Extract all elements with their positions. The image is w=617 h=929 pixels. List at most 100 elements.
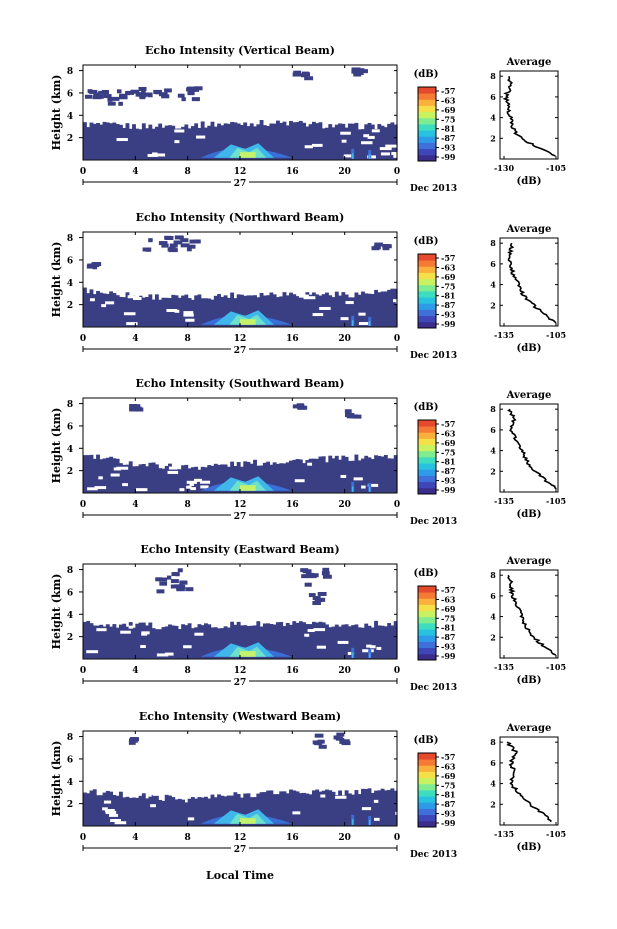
echo-patch xyxy=(164,235,172,240)
colorbar-swatch xyxy=(418,291,436,298)
echo-patch xyxy=(312,601,321,606)
echo-patch xyxy=(352,414,362,419)
echo-column xyxy=(334,291,339,327)
avg-x-tick-label: -105 xyxy=(546,829,566,839)
echo-column xyxy=(285,622,290,659)
echo-column xyxy=(292,122,297,160)
echo-column xyxy=(210,794,215,826)
echo-gap xyxy=(101,304,107,308)
day-label: 27 xyxy=(234,179,247,189)
echo-column xyxy=(298,793,303,826)
avg-y-tick-label: 8 xyxy=(490,238,496,248)
colorbar-swatch xyxy=(418,653,436,661)
echo-patch xyxy=(304,76,314,81)
echo-column xyxy=(207,624,212,659)
echo-column xyxy=(122,464,127,493)
echo-gap xyxy=(367,483,379,487)
echo-patch xyxy=(158,92,168,97)
echo-gap xyxy=(113,467,121,471)
x-tick-label: 12 xyxy=(234,334,247,344)
echo-column xyxy=(334,795,339,826)
echo-gap xyxy=(123,312,136,316)
echo-gap xyxy=(316,645,326,649)
x-tick-label: 0 xyxy=(80,167,86,177)
echo-column xyxy=(194,295,199,327)
echo-column xyxy=(86,455,91,493)
echo-column xyxy=(226,795,231,826)
month-label: Dec 2013 xyxy=(410,517,457,527)
colorbar-swatch xyxy=(418,802,436,809)
echo-column xyxy=(213,463,218,493)
echo-gap xyxy=(164,652,174,656)
echo-spike xyxy=(351,486,354,492)
colorbar-frame xyxy=(417,253,437,329)
echo-patch xyxy=(154,90,160,95)
avg-title: Average xyxy=(506,556,552,567)
avg-y-tick-label: 6 xyxy=(490,259,496,269)
echo-column xyxy=(334,124,339,160)
echo-column xyxy=(213,627,218,659)
echo-column xyxy=(325,789,329,826)
echo-column xyxy=(249,797,254,826)
echo-column xyxy=(210,121,215,160)
colorbar-swatch xyxy=(418,124,436,131)
avg-x-label: (dB) xyxy=(517,675,542,686)
echo-gap xyxy=(103,800,112,804)
echo-column xyxy=(370,124,375,160)
echo-patch xyxy=(158,241,168,246)
colorbar-unit: (dB) xyxy=(414,735,439,746)
echo-column xyxy=(168,125,172,160)
echo-column xyxy=(387,123,392,160)
echo-column xyxy=(354,790,359,826)
echo-patch xyxy=(336,732,345,737)
y-tick-label: 4 xyxy=(67,778,73,788)
echo-column xyxy=(233,792,238,826)
echo-column xyxy=(132,295,136,327)
echo-column xyxy=(351,460,356,493)
echo-column xyxy=(204,623,208,659)
echo-column xyxy=(246,126,251,160)
echo-column xyxy=(141,297,146,327)
echo-column xyxy=(181,624,185,659)
echo-column xyxy=(204,127,208,160)
echo-gap xyxy=(186,480,197,484)
echo-patch xyxy=(316,740,322,745)
echo-gap xyxy=(185,318,195,322)
echo-column xyxy=(223,464,228,493)
day-label: 27 xyxy=(234,346,247,356)
avg-frame xyxy=(499,569,559,659)
echo-column xyxy=(190,628,195,659)
colorbar-tick-label: -75 xyxy=(441,114,455,124)
y-tick-label: 4 xyxy=(67,279,73,289)
colorbar-swatch xyxy=(418,610,436,618)
echo-column xyxy=(86,127,91,160)
x-tick-label: 4 xyxy=(132,833,138,843)
echo-patch xyxy=(180,238,189,243)
echo-patch xyxy=(125,91,131,96)
echo-column xyxy=(282,463,287,493)
avg-y-tick-label: 2 xyxy=(490,300,496,310)
echo-gap xyxy=(376,646,382,650)
y-tick-label: 2 xyxy=(67,301,73,311)
echo-column xyxy=(164,626,169,659)
echo-gap xyxy=(320,794,326,798)
colorbar-unit: (dB) xyxy=(414,568,439,579)
colorbar-swatch xyxy=(418,783,436,791)
avg-x-tick-label: -135 xyxy=(494,496,514,506)
echo-column xyxy=(171,466,176,493)
colorbar-tick-label: -99 xyxy=(441,651,456,661)
echo-gap xyxy=(361,485,366,489)
echo-column xyxy=(217,794,221,826)
echo-patch xyxy=(314,598,323,603)
y-axis-label: Height (km) xyxy=(50,574,63,650)
echo-column xyxy=(344,456,349,493)
echo-patch xyxy=(355,71,364,76)
echo-gap xyxy=(168,466,178,470)
echo-column xyxy=(295,122,300,160)
x-tick-label: 16 xyxy=(286,666,299,676)
echo-column xyxy=(364,293,369,327)
colorbar-tick-label: -57 xyxy=(441,419,455,429)
echo-column xyxy=(243,625,248,659)
colorbar-swatch xyxy=(418,438,436,446)
